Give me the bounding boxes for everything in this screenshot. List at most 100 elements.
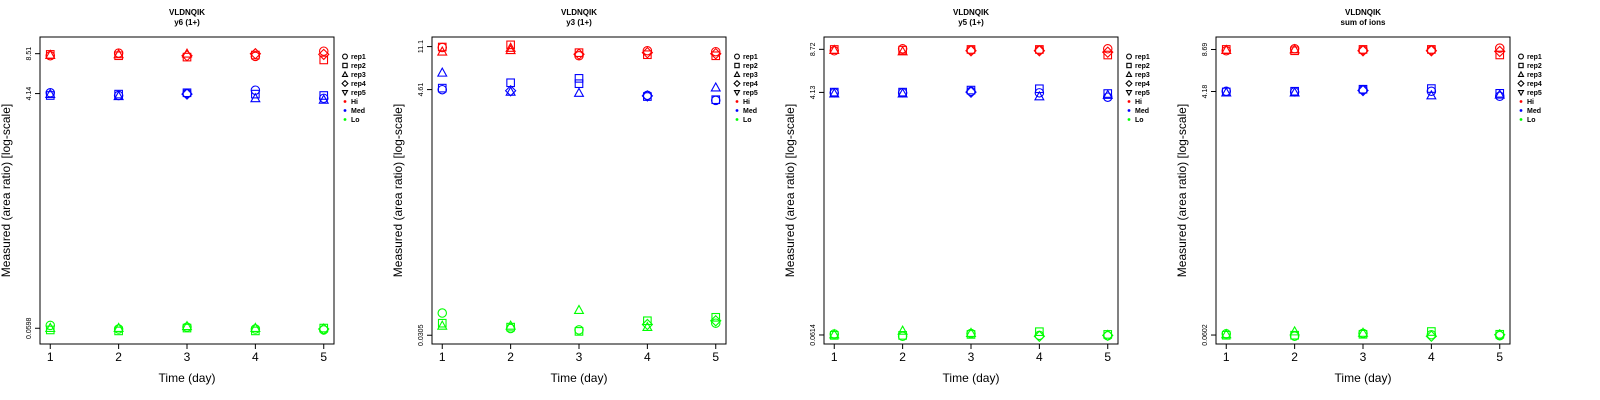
legend-label: rep2 bbox=[1135, 63, 1150, 70]
data-point bbox=[1101, 329, 1114, 342]
legend-label: Lo bbox=[1135, 117, 1144, 124]
data-point bbox=[1357, 327, 1369, 337]
legend-symbol bbox=[342, 53, 348, 60]
data-point bbox=[573, 304, 585, 314]
data-point bbox=[318, 46, 329, 56]
data-point bbox=[573, 87, 585, 97]
x-tick-label: 4 bbox=[1428, 350, 1435, 364]
data-point bbox=[574, 74, 584, 83]
data-point bbox=[641, 46, 654, 59]
y-tick-label: 0.0614 bbox=[810, 324, 817, 346]
y-tick-label: 0.0602 bbox=[1202, 324, 1209, 346]
plot-frame bbox=[1215, 36, 1511, 345]
legend-label: Lo bbox=[1527, 117, 1536, 124]
x-tick-label: 4 bbox=[1036, 350, 1043, 364]
data-point bbox=[249, 47, 262, 60]
legend-color-dot bbox=[735, 100, 739, 103]
data-point bbox=[181, 320, 193, 331]
data-point bbox=[1289, 325, 1300, 336]
data-point bbox=[436, 67, 448, 77]
y-tick-label: 8.51 bbox=[26, 47, 33, 61]
y-axis-label: Measured (area ratio) [log-scale] bbox=[783, 104, 797, 277]
legend-symbol bbox=[1125, 70, 1133, 77]
data-point bbox=[711, 51, 721, 61]
x-tick-label: 1 bbox=[439, 350, 446, 364]
data-point bbox=[711, 312, 721, 322]
chart-subtitle: y5 (1+) bbox=[958, 18, 984, 27]
x-tick-label: 2 bbox=[899, 350, 906, 364]
data-point bbox=[1495, 329, 1505, 339]
data-point bbox=[113, 322, 124, 332]
legend-symbol bbox=[1126, 62, 1132, 69]
data-point bbox=[1495, 50, 1505, 60]
x-tick-label: 1 bbox=[1223, 350, 1230, 364]
data-point bbox=[1357, 44, 1369, 57]
data-point bbox=[437, 84, 448, 95]
legend-color-dot bbox=[343, 109, 347, 112]
x-tick-label: 2 bbox=[507, 350, 514, 364]
data-point bbox=[643, 316, 652, 326]
data-point bbox=[898, 331, 907, 340]
data-point bbox=[710, 318, 721, 328]
y-tick-label: 4.13 bbox=[810, 85, 817, 99]
legend-label: rep2 bbox=[351, 63, 366, 70]
data-point bbox=[897, 45, 908, 56]
y-tick-label: 8.69 bbox=[1202, 43, 1209, 57]
y-tick-label: 4.14 bbox=[26, 87, 33, 101]
legend-label: rep4 bbox=[1135, 81, 1150, 88]
data-point bbox=[1102, 44, 1113, 54]
data-point bbox=[709, 314, 722, 327]
legend-symbol bbox=[734, 62, 740, 69]
plot-frame bbox=[431, 36, 727, 345]
legend-label: rep2 bbox=[743, 63, 758, 70]
legend-label: rep3 bbox=[1135, 72, 1150, 79]
data-point bbox=[437, 83, 447, 93]
data-point bbox=[574, 79, 584, 89]
legend-color-dot bbox=[1127, 118, 1131, 121]
x-tick-label: 3 bbox=[576, 350, 583, 364]
data-point bbox=[1425, 330, 1438, 343]
data-point bbox=[1035, 327, 1044, 337]
x-tick-label: 2 bbox=[1291, 350, 1298, 364]
data-point bbox=[1289, 43, 1300, 54]
data-point bbox=[45, 320, 56, 331]
legend-color-dot bbox=[1519, 118, 1523, 121]
data-point bbox=[250, 92, 261, 103]
legend-symbol bbox=[1125, 90, 1133, 97]
y-tick-label: 0.0598 bbox=[26, 317, 33, 339]
data-point bbox=[1220, 44, 1232, 54]
x-tick-label: 5 bbox=[1496, 350, 1503, 364]
data-point bbox=[574, 325, 584, 335]
y-tick-label: 8.72 bbox=[810, 42, 817, 56]
data-point bbox=[1425, 44, 1438, 57]
data-point bbox=[966, 85, 976, 95]
chart-title: VLDNQIK bbox=[1345, 8, 1381, 17]
legend-label: Hi bbox=[1135, 99, 1142, 106]
data-point bbox=[965, 327, 977, 337]
data-point bbox=[1427, 327, 1436, 336]
data-point bbox=[641, 90, 654, 102]
data-point bbox=[711, 95, 721, 105]
data-point bbox=[181, 88, 193, 100]
plot-frame bbox=[39, 36, 335, 345]
data-point bbox=[44, 88, 56, 99]
x-tick-label: 1 bbox=[831, 350, 838, 364]
legend-symbol bbox=[342, 62, 348, 69]
legend-color-dot bbox=[343, 100, 347, 103]
legend-color-dot bbox=[1127, 109, 1131, 112]
data-point bbox=[436, 320, 448, 330]
data-point bbox=[437, 318, 447, 328]
data-point bbox=[318, 94, 330, 104]
data-point bbox=[505, 44, 516, 55]
y-axis-label: Measured (area ratio) [log-scale] bbox=[1175, 104, 1189, 277]
x-tick-label: 5 bbox=[712, 350, 719, 364]
chart-subtitle: y6 (1+) bbox=[174, 18, 200, 27]
x-tick-label: 2 bbox=[115, 350, 122, 364]
y-tick-label: 11.1 bbox=[418, 40, 425, 53]
chart-subtitle: y3 (1+) bbox=[566, 18, 592, 27]
data-point bbox=[113, 48, 124, 59]
